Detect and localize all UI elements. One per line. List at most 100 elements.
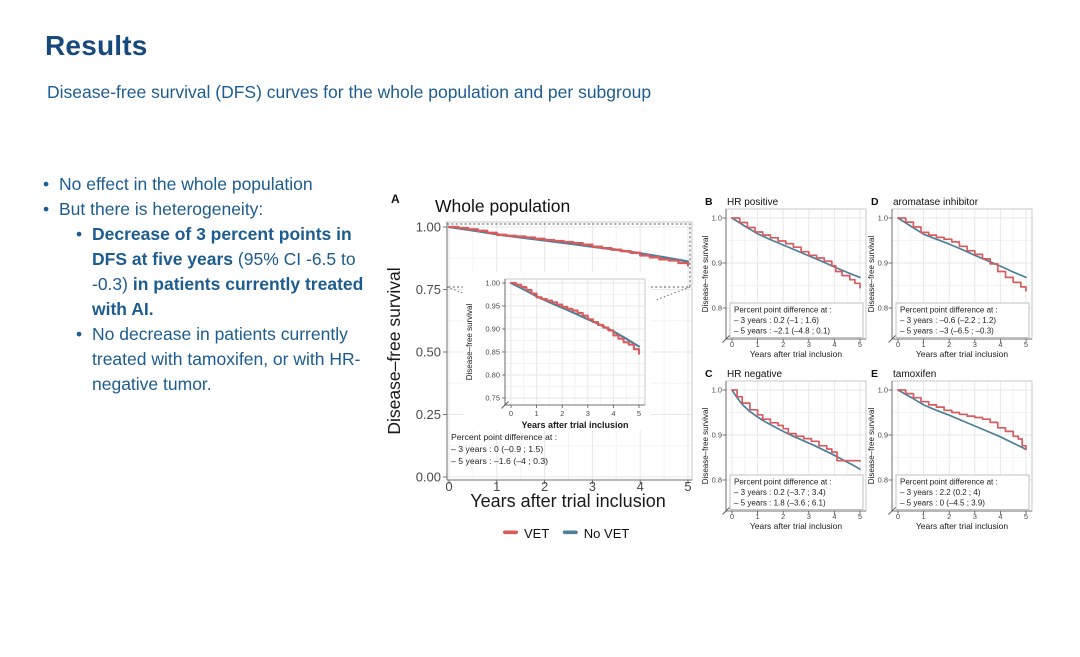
y-tick-label: 1.0 <box>712 386 722 395</box>
y-tick-label: 0.8 <box>712 304 722 313</box>
series-no-vet <box>897 217 1027 279</box>
y-tick-label: 1.0 <box>712 214 722 223</box>
x-tick-label: 3 <box>807 340 811 349</box>
annotation-line: Percent point difference at : <box>734 306 832 315</box>
panel-title: tamoxifen <box>893 369 936 380</box>
bullet-text: Decrease of 3 percent points in DFS at f… <box>92 224 352 269</box>
panel-letter: E <box>871 368 878 380</box>
x-tick-label: 0 <box>896 512 900 521</box>
x-tick-label: 5 <box>1024 340 1028 349</box>
axis-break-mark <box>722 507 730 515</box>
y-tick-label: 0.75 <box>485 394 500 403</box>
bullet-item-2: But there is heterogeneity: <box>42 197 390 222</box>
series-group <box>731 217 861 289</box>
x-tick-label: 2 <box>947 512 951 521</box>
legend-label: No VET <box>584 526 630 541</box>
y-tick-label: 0.9 <box>878 431 888 440</box>
axis-break-mark <box>501 401 509 409</box>
panel-letter: B <box>705 196 713 208</box>
x-tick-label: 5 <box>1024 512 1028 521</box>
panel-letter: C <box>705 368 713 380</box>
x-tick-label: 3 <box>973 512 977 521</box>
legend-key-vet <box>503 530 518 535</box>
legend: VET No VET <box>503 526 629 541</box>
x-tick-label: 2 <box>947 340 951 349</box>
y-tick-label: 0.75 <box>416 282 441 297</box>
x-tick-label: 3 <box>973 340 977 349</box>
annotation-box <box>895 474 1030 510</box>
x-tick-label: 2 <box>541 479 548 494</box>
x-tick-label: 5 <box>684 479 691 494</box>
annotation-line: Percent point difference at : <box>451 432 557 442</box>
x-tick-label: 5 <box>858 512 862 521</box>
x-tick-label: 4 <box>998 340 1002 349</box>
y-tick-label: 0.95 <box>485 302 500 311</box>
x-tick-label: 1 <box>922 340 926 349</box>
x-tick-label: 3 <box>589 479 596 494</box>
series-group <box>897 217 1027 292</box>
panel-title: HR positive <box>727 197 779 208</box>
x-axis-label: Years after trial inclusion <box>521 420 628 430</box>
panel-title: aromatase inhibitor <box>893 197 979 208</box>
x-tick-label: 0 <box>730 512 734 521</box>
series-vet <box>897 217 1027 292</box>
y-axis-label: Disease–free survival <box>867 408 876 485</box>
x-tick-label: 1 <box>493 479 500 494</box>
annotation-line: – 5 years : 1.8 (–3.6 ; 6.1) <box>734 499 826 508</box>
y-tick-label: 0.8 <box>712 476 722 485</box>
series-vet <box>731 389 861 462</box>
legend-key-no-vet <box>562 530 578 535</box>
bullet-item-3: Decrease of 3 percent points in DFS at f… <box>75 222 390 322</box>
bullet-text: No effect in the whole population <box>59 174 313 194</box>
series-group <box>731 389 861 471</box>
x-axis-label: Years after trial inclusion <box>916 521 1009 531</box>
series-group <box>447 225 690 267</box>
km-plot-aromatase-inhibitor: 1.0 0.9 0.8 0 1 2 3 4 5 Years after trial inclusi… <box>867 196 1033 359</box>
gridlines <box>505 279 645 405</box>
annotation-line: – 3 years : 0 (–0.9 ; 1.5) <box>451 444 543 454</box>
bullet-text: (95% CI -6.5 to -0.3) <box>92 249 356 294</box>
bullet-item-1: No effect in the whole population <box>42 172 390 197</box>
x-axis-label: Years after trial inclusion <box>916 349 1009 359</box>
x-tick-label: 3 <box>807 512 811 521</box>
y-tick-label: 0.90 <box>485 325 500 334</box>
annotation-box <box>729 302 864 338</box>
panel-letter: A <box>391 192 400 206</box>
legend-label: VET <box>524 526 549 541</box>
annotation-line: – 5 years : –1.6 (–4 ; 0.3) <box>451 456 548 466</box>
series-vet <box>731 217 861 289</box>
x-tick-label: 4 <box>832 340 836 349</box>
x-tick-label: 2 <box>781 340 785 349</box>
annotation-line: Percent point difference at : <box>734 478 832 487</box>
bullet-item-4: No decrease in patients currently treate… <box>75 322 390 397</box>
x-tick-label: 0 <box>896 340 900 349</box>
series-group <box>509 281 641 355</box>
annotation-line: Percent point difference at : <box>900 306 998 315</box>
y-tick-label: 0.00 <box>416 470 441 485</box>
x-tick-label: 4 <box>637 479 644 494</box>
series-vet <box>447 225 690 267</box>
y-tick-label: 0.85 <box>485 348 500 357</box>
x-tick-label: 1 <box>756 512 760 521</box>
annotation-line: Percent point difference at : <box>900 478 998 487</box>
y-tick-label: 1.0 <box>878 214 888 223</box>
y-axis-label: Disease–free survival <box>701 408 710 485</box>
annotation-line: – 5 years : 0 (–4.5 ; 3.9) <box>900 499 985 508</box>
annotation-box <box>729 474 864 510</box>
y-axis-label: Disease–free survival <box>465 304 474 381</box>
axis-break-mark <box>722 335 730 343</box>
x-tick-label: 2 <box>560 409 564 418</box>
x-tick-label: 5 <box>637 409 641 418</box>
y-axis-label: Disease–free survival <box>701 236 710 313</box>
panel-title: Whole population <box>435 196 570 216</box>
bullet-text: No decrease in patients currently treate… <box>92 324 361 394</box>
series-vet <box>897 389 1027 451</box>
bullet-list: No effect in the whole population But the… <box>42 172 390 397</box>
km-plot-whole-population: 1.00 0.75 0.50 0.25 0.00 0 1 2 3 4 5 Years after tr… <box>385 192 693 541</box>
annotation-line: – 3 years : 2.2 (0.2 ; 4) <box>900 488 981 497</box>
annotation-box <box>895 302 1030 338</box>
y-axis-label: Disease–free survival <box>867 236 876 313</box>
y-tick-label: 0.9 <box>712 259 722 268</box>
km-plot-tamoxifen: 1.0 0.9 0.8 0 1 2 3 4 5 Years after trial inclusi… <box>867 368 1033 531</box>
